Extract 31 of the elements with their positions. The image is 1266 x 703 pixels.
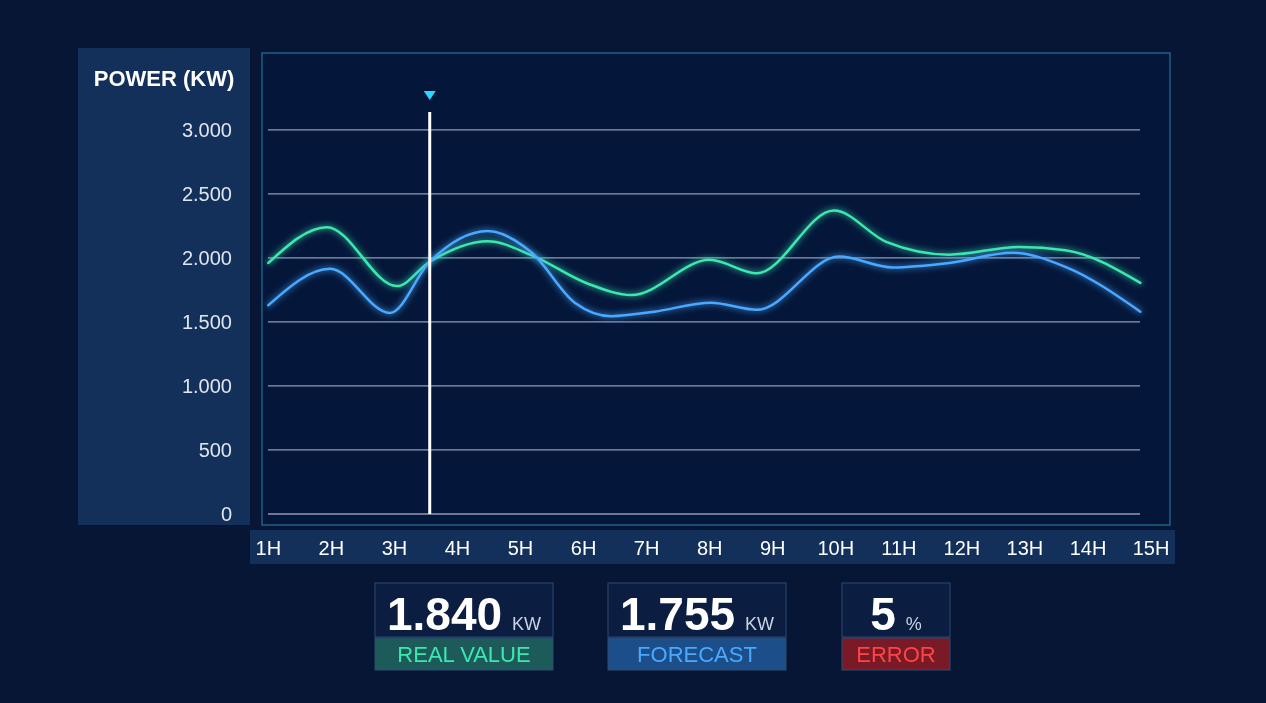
x-tick-label: 7H: [633, 537, 660, 559]
x-tick-label: 11H: [881, 537, 917, 559]
line-series: [267, 209, 1142, 297]
x-tick-label: 4H: [444, 537, 471, 559]
y-tick-label: 2.000: [181, 246, 232, 269]
y-tick-label: 3.000: [181, 118, 232, 141]
x-tick-label: 5H: [507, 537, 534, 559]
x-tick-label: 10H: [817, 537, 855, 559]
y-tick-label: 1.000: [181, 374, 232, 397]
x-tick-label: 9H: [759, 537, 786, 559]
y-tick-label: 2.500: [181, 182, 232, 205]
x-tick-label: 1H: [255, 537, 282, 559]
x-tick-label: 15H: [1132, 537, 1170, 559]
x-tick-label: 6H: [570, 537, 597, 559]
text: FORECAST: [637, 642, 757, 667]
y-tick-label: 1.500: [181, 310, 232, 333]
x-tick-label: 14H: [1069, 537, 1107, 559]
y-tick-label: 0: [220, 503, 232, 525]
x-tick-label: 13H: [1006, 537, 1044, 559]
x-tick-label: 8H: [696, 537, 723, 559]
text: 1.755 KW: [619, 588, 775, 640]
x-tick-label: 12H: [943, 537, 981, 559]
x-tick-label: 2H: [318, 537, 345, 559]
text: 1.840 KW: [386, 588, 542, 640]
y-tick-label: 500: [198, 438, 232, 461]
line-series: [267, 229, 1142, 318]
text: REAL VALUE: [397, 642, 531, 667]
y-axis-title: POWER (KW): [93, 66, 235, 91]
x-tick-label: 3H: [381, 537, 408, 559]
text: ERROR: [856, 642, 936, 667]
text: 5 %: [870, 588, 922, 640]
